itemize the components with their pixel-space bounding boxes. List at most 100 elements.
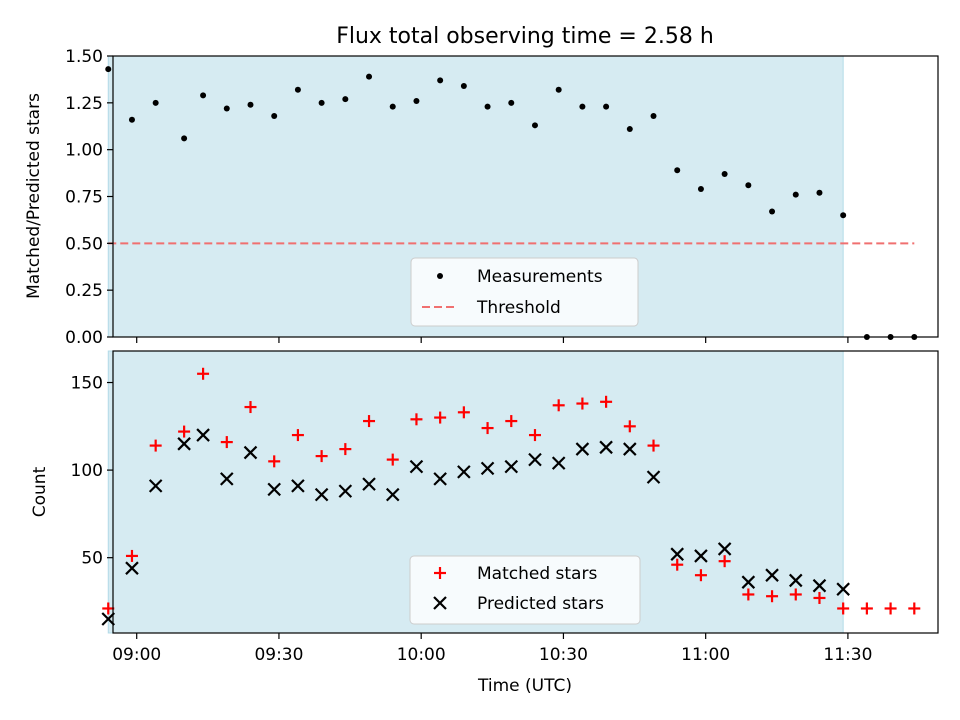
y-tick-label: 0.75 <box>65 188 103 208</box>
measurement-point <box>745 182 752 189</box>
legend-matched-label: Matched stars <box>477 564 597 584</box>
predicted-point <box>267 482 281 497</box>
measurement-point <box>413 97 420 104</box>
y-tick-label: 1.25 <box>65 94 103 114</box>
predicted-point <box>125 561 139 575</box>
matched-point <box>434 411 447 424</box>
measurement-point <box>508 99 515 106</box>
y-tick-label: 1.50 <box>65 47 103 67</box>
legend-measurements-marker <box>437 273 443 279</box>
x-tick-label: 10:00 <box>397 645 446 665</box>
y-tick-label: 100 <box>71 461 103 481</box>
predicted-point <box>765 568 779 582</box>
count-legend: Matched stars Predicted stars <box>409 555 641 625</box>
matched-point <box>860 602 873 615</box>
measurement-point <box>105 66 112 73</box>
matched-point <box>694 569 707 582</box>
legend-matched-marker <box>434 567 446 579</box>
x-tick-label: 11:00 <box>681 645 730 665</box>
y-tick-label: 0.25 <box>65 281 103 301</box>
x-tick-label: 11:30 <box>823 645 872 665</box>
predicted-point <box>385 487 400 502</box>
measurement-point <box>484 103 491 110</box>
count-x-ticks: 09:00 09:30 10:00 10:30 11:00 11:30 <box>112 633 872 665</box>
x-tick-label: 10:30 <box>539 645 588 665</box>
chart-title: Flux total observing time = 2.58 h <box>336 24 714 49</box>
x-axis-label: Time (UTC) <box>477 676 572 696</box>
matched-point <box>789 588 802 601</box>
measurement-point <box>247 101 254 108</box>
legend-threshold-label: Threshold <box>476 298 561 318</box>
predicted-point <box>694 549 708 563</box>
matched-point <box>386 453 399 466</box>
measurement-point <box>437 77 444 84</box>
matched-point <box>623 420 636 433</box>
matched-point <box>339 443 352 456</box>
matched-point <box>410 413 423 426</box>
matched-point <box>244 401 257 414</box>
matched-point <box>837 602 850 615</box>
ratio-x-ticks <box>136 337 849 343</box>
legend-predicted-label: Predicted stars <box>477 594 604 614</box>
measurement-point <box>223 105 230 112</box>
measurement-point <box>271 112 278 119</box>
predicted-point <box>243 445 258 460</box>
predicted-point <box>314 487 329 502</box>
matched-point <box>291 429 304 442</box>
matched-point <box>766 590 779 603</box>
predicted-point <box>220 472 234 486</box>
matched-point <box>457 406 470 419</box>
predicted-point <box>741 575 756 589</box>
measurement-point <box>816 189 823 196</box>
predicted-point <box>480 461 495 476</box>
matched-point <box>102 602 115 615</box>
predicted-point <box>528 452 542 467</box>
predicted-point <box>717 542 732 556</box>
count-y-label: Count <box>30 466 50 517</box>
y-tick-label: 0.00 <box>65 328 103 348</box>
ratio-axes: 0.00 0.25 0.50 0.75 1.00 1.25 1.50 Matched/Pre… <box>24 47 939 348</box>
y-tick-label: 150 <box>71 374 103 394</box>
ratio-y-ticks: 0.00 0.25 0.50 0.75 1.00 1.25 1.50 <box>65 47 113 348</box>
measurement-point <box>200 92 207 99</box>
matched-point <box>718 555 731 568</box>
matched-point <box>268 455 281 468</box>
predicted-point <box>836 582 850 596</box>
predicted-point <box>101 612 116 626</box>
y-tick-label: 0.50 <box>65 234 103 254</box>
measurement-point <box>579 103 586 110</box>
measurement-point <box>366 73 373 80</box>
predicted-point <box>670 547 685 561</box>
measurement-point <box>674 167 681 174</box>
matched-point <box>125 549 138 562</box>
measurement-point <box>626 126 633 133</box>
legend-measurements-label: Measurements <box>477 267 603 287</box>
measurement-point <box>555 86 562 93</box>
matched-points <box>102 367 921 615</box>
measurement-point <box>697 186 704 193</box>
matched-point <box>671 558 684 571</box>
matched-point <box>481 422 494 435</box>
measurement-point <box>460 82 467 89</box>
matched-point <box>600 395 613 408</box>
measurement-point <box>531 122 538 129</box>
matched-point <box>813 591 826 604</box>
predicted-point <box>409 459 424 474</box>
matched-point <box>315 450 328 463</box>
ratio-frame <box>112 55 939 338</box>
matched-point <box>528 429 541 442</box>
measurement-point <box>603 103 610 110</box>
count-y-ticks: 50 100 150 <box>71 374 113 569</box>
matched-point <box>552 399 565 412</box>
matched-point <box>505 415 518 428</box>
matched-point <box>576 397 589 410</box>
predicted-point <box>812 578 827 593</box>
matched-point <box>220 436 233 449</box>
predicted-point <box>575 442 590 456</box>
predicted-point <box>504 459 519 474</box>
matched-point <box>647 439 660 452</box>
legend-predicted-marker <box>433 596 447 610</box>
predicted-point <box>148 479 163 493</box>
measurement-point <box>389 103 396 110</box>
